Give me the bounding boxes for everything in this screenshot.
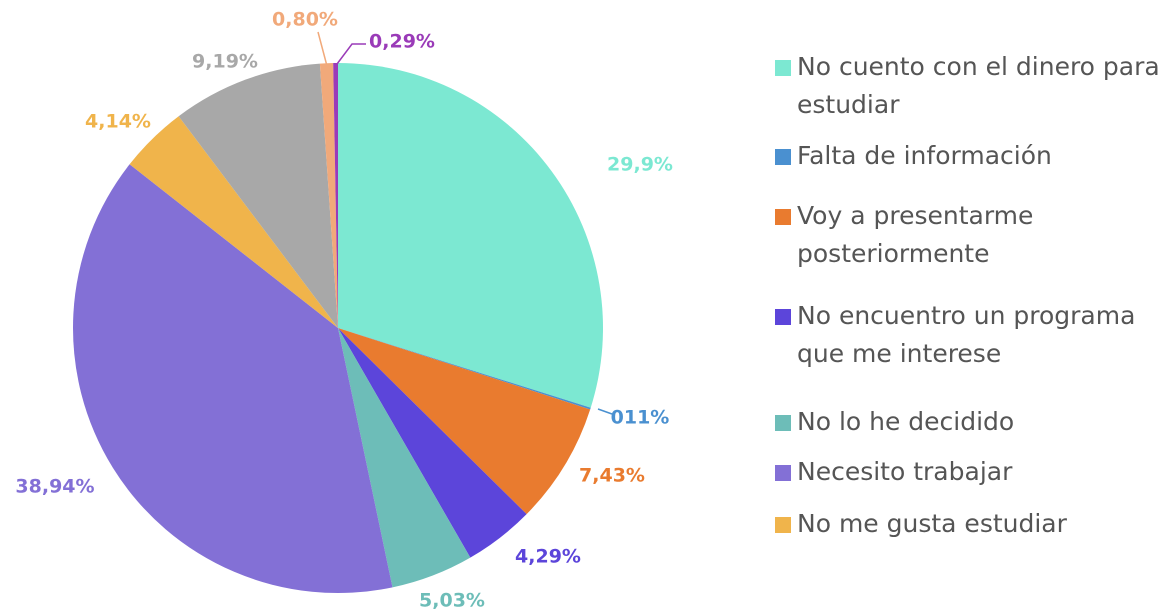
- data-label: 29,9%: [607, 154, 673, 176]
- legend-label: No cuento con el dinero para estudiar: [797, 52, 1160, 119]
- legend-swatch: [775, 149, 791, 165]
- leader-line: [597, 408, 613, 415]
- leader-line: [317, 31, 328, 67]
- legend-swatch: [775, 517, 791, 533]
- data-label: 4,29%: [515, 546, 581, 568]
- pie-chart: 29,9% 011% 7,43% 4,29% 5,03% 38,94% 4,14% 9,19%…: [15, 9, 673, 612]
- pie-slice: [178, 63, 338, 328]
- pie-slice: [338, 328, 591, 410]
- legend-swatch: [775, 60, 791, 76]
- data-label: 9,19%: [192, 51, 258, 73]
- legend-label: Voy a presentarme posteriormente: [797, 201, 1034, 268]
- legend-item: No lo he decidido: [775, 403, 1165, 441]
- data-label: 5,03%: [419, 590, 485, 612]
- legend-item: No encuentro un programa que me interese: [775, 297, 1165, 373]
- legend-label: No lo he decidido: [797, 407, 1015, 436]
- legend-swatch: [775, 465, 791, 481]
- leader-line: [336, 43, 366, 65]
- legend-swatch: [775, 415, 791, 431]
- legend-label: Falta de información: [797, 141, 1052, 170]
- data-label: 4,14%: [85, 111, 151, 133]
- pie-slice: [129, 116, 338, 328]
- data-label: 011%: [611, 407, 670, 429]
- legend-label: Necesito trabajar: [797, 457, 1013, 486]
- pie-slice: [338, 63, 603, 408]
- legend-swatch: [775, 309, 791, 325]
- legend-item: Necesito trabajar: [775, 453, 1165, 491]
- data-label: 38,94%: [15, 476, 94, 498]
- legend-item: Voy a presentarme posteriormente: [775, 197, 1165, 273]
- data-label: 0,80%: [272, 9, 338, 31]
- legend-swatch: [775, 209, 791, 225]
- legend-label: No me gusta estudiar: [797, 509, 1067, 538]
- pie-slice: [73, 164, 393, 593]
- data-label: 7,43%: [579, 465, 645, 487]
- legend-label: No encuentro un programa que me interese: [797, 301, 1136, 368]
- legend-item: Falta de información: [775, 137, 1165, 175]
- legend-item: No me gusta estudiar: [775, 505, 1165, 543]
- pie-slice: [338, 328, 471, 588]
- legend-item: No cuento con el dinero para estudiar: [775, 48, 1165, 124]
- pie-slice: [333, 63, 338, 328]
- data-label: 0,29%: [369, 31, 435, 53]
- pie-slice: [338, 328, 591, 515]
- pie-slice: [319, 63, 338, 328]
- pie-slice: [338, 328, 527, 558]
